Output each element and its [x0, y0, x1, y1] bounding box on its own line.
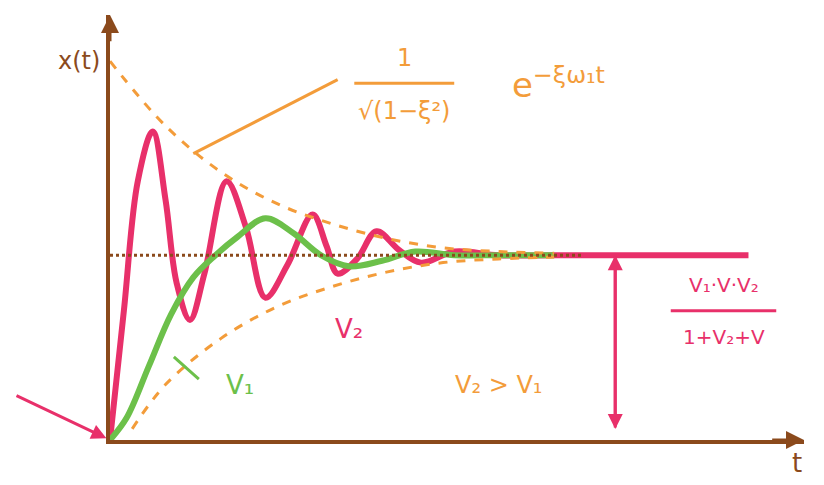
svg-text:1: 1 — [397, 44, 412, 72]
svg-text:1+V₂+V: 1+V₂+V — [683, 325, 765, 349]
svg-text:x(t): x(t) — [58, 47, 100, 75]
svg-text:V₁·V·V₂: V₁·V·V₂ — [689, 273, 759, 297]
svg-text:V₁: V₁ — [226, 370, 254, 400]
svg-text:t: t — [792, 448, 802, 478]
svg-text:V₂: V₂ — [335, 314, 363, 344]
svg-text:V₂ > V₁: V₂ > V₁ — [455, 371, 542, 399]
svg-text:e​−ξω₁t​: e​−ξω₁t​ — [512, 61, 605, 105]
svg-text:√(1−ξ²): √(1−ξ²) — [358, 97, 450, 125]
